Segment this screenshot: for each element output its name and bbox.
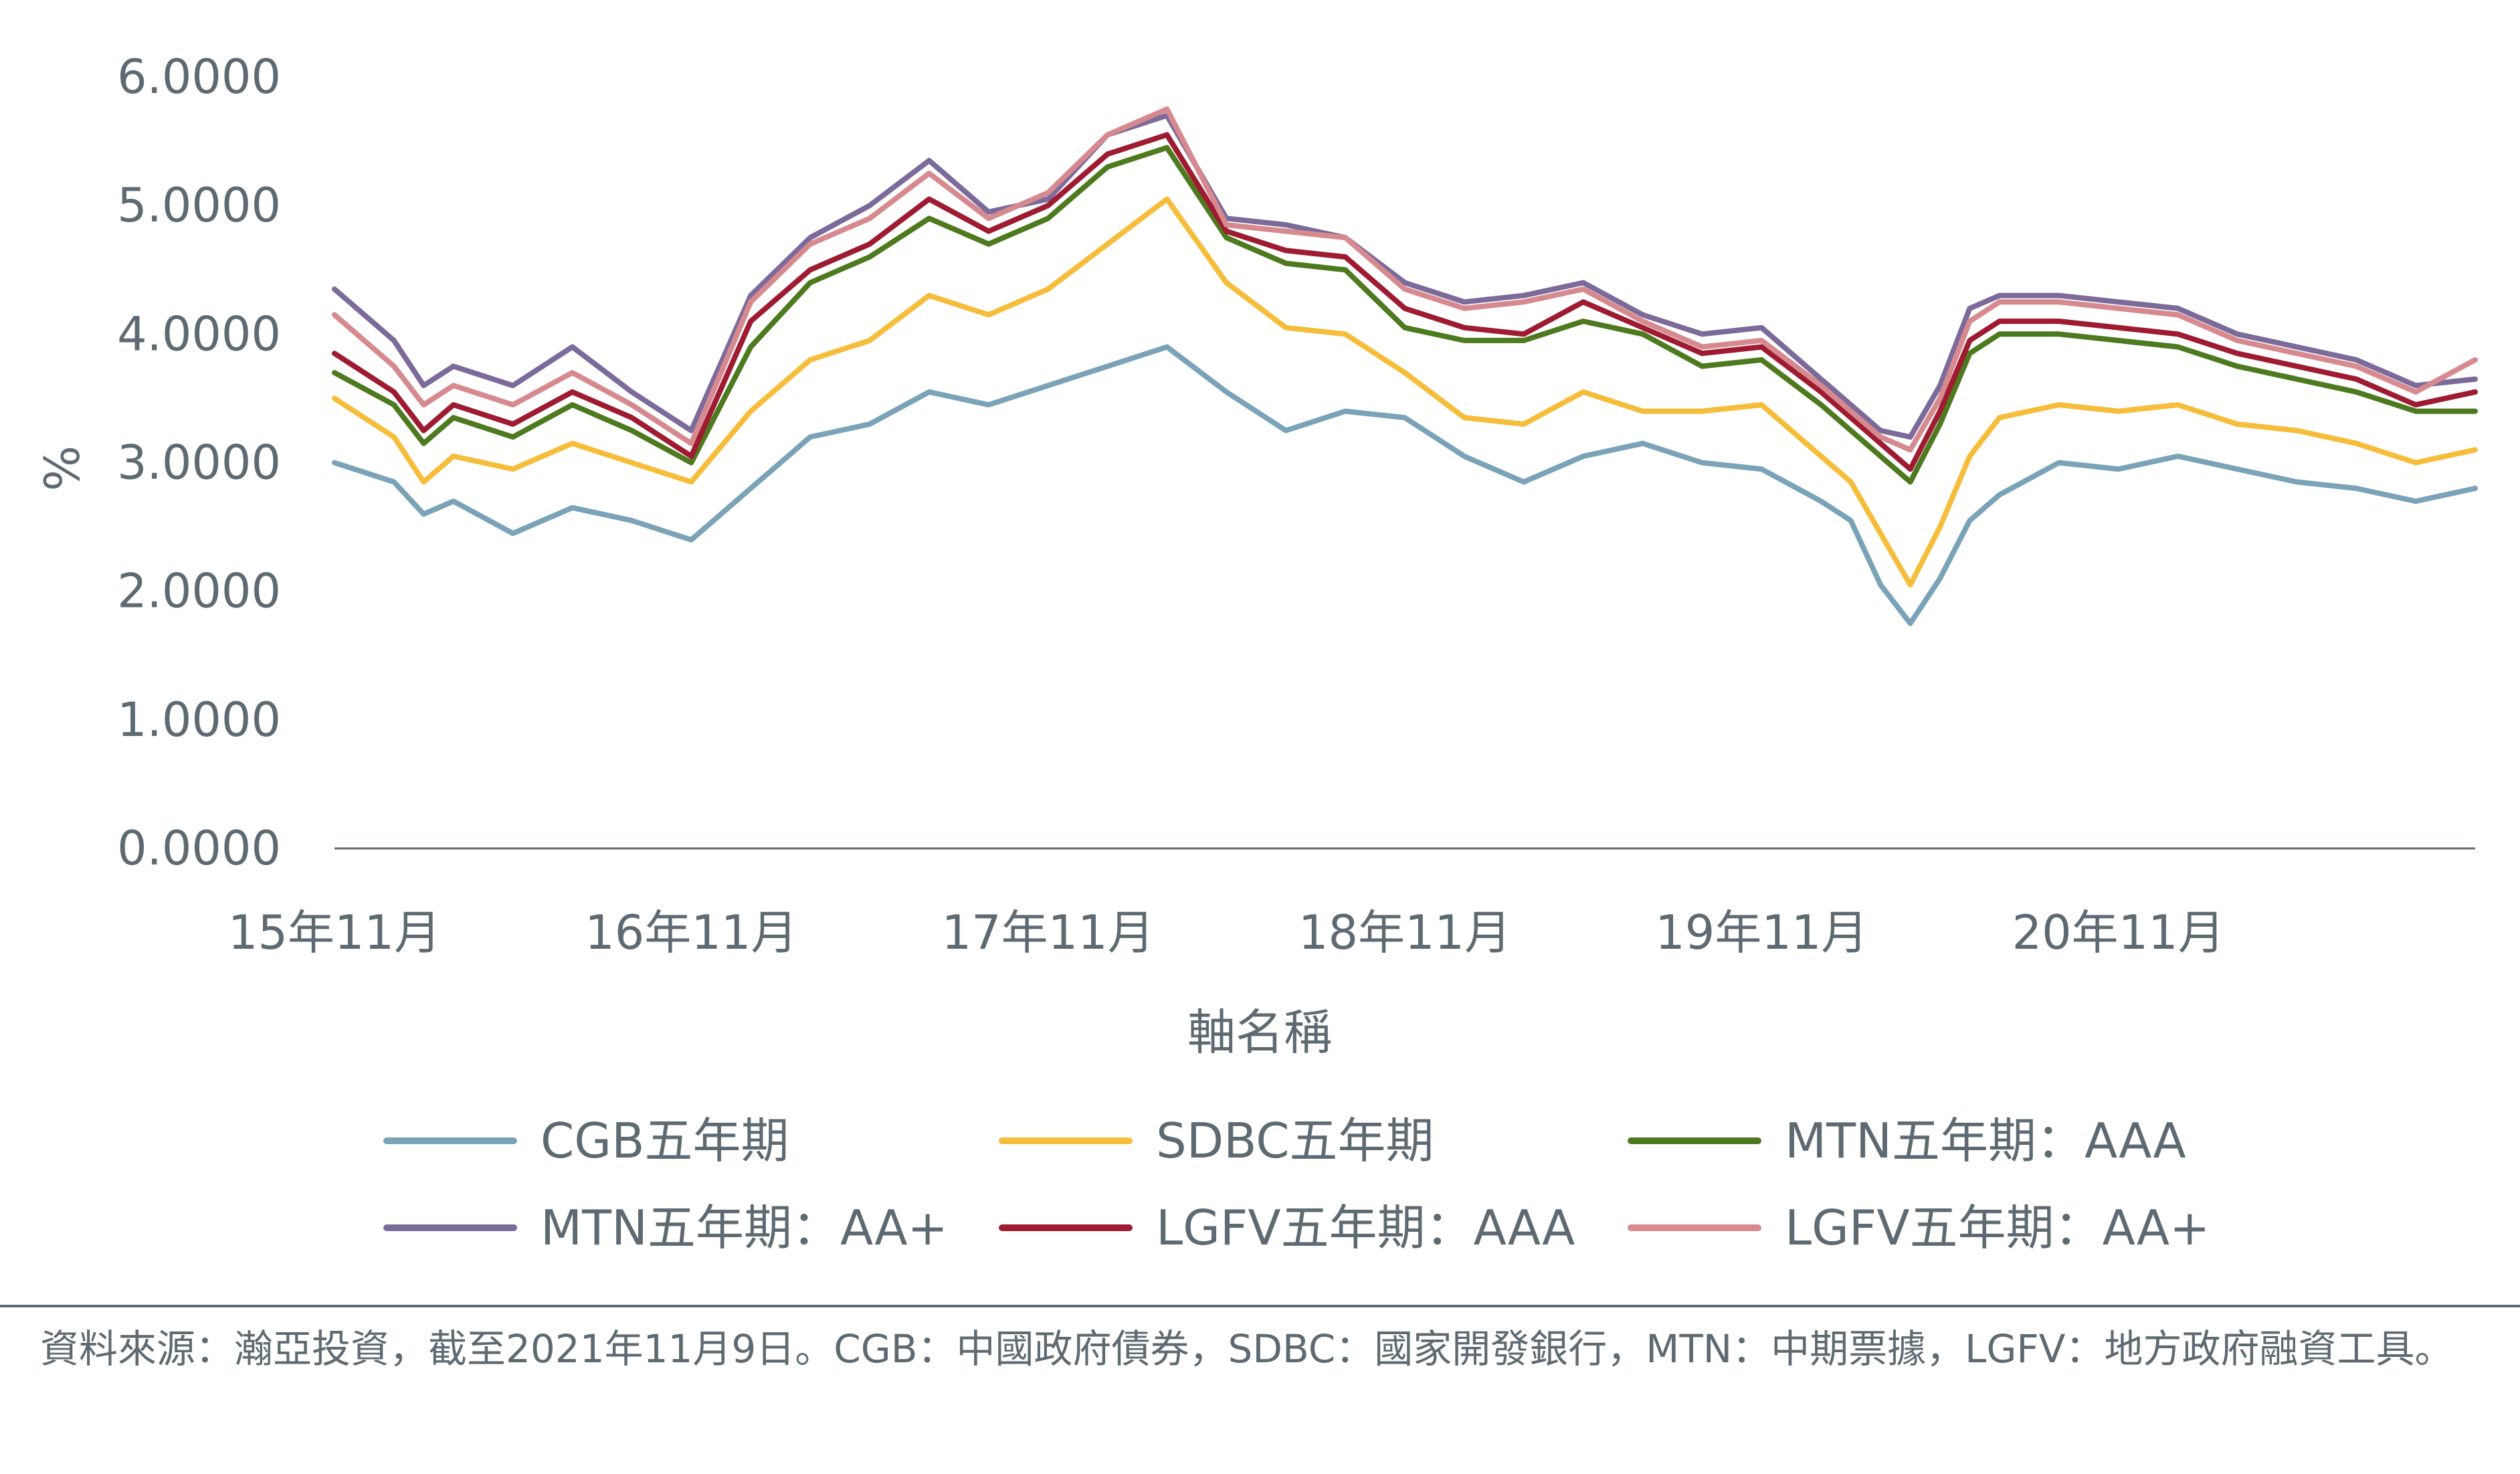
y-axis-label: % (34, 446, 90, 491)
x-tick-label: 15年11月 (228, 905, 441, 960)
x-tick-label: 18年11月 (1298, 905, 1511, 960)
series-line-2 (332, 196, 2478, 588)
series-line-6 (332, 106, 2478, 453)
legend-label: MTN五年期：AAA (1785, 1113, 2186, 1169)
y-tick-label: 4.0000 (117, 306, 281, 361)
footnote: 資料來源：瀚亞投資，截至2021年11月9日。CGB：中國政府債券，SDBC：國… (40, 1326, 2454, 1372)
x-tick-label: 20年11月 (2012, 905, 2225, 960)
x-tick-label: 17年11月 (942, 905, 1155, 960)
series-line-1 (332, 344, 2478, 626)
x-tick-label: 19年11月 (1655, 905, 1868, 960)
legend-item: CGB五年期 (383, 1113, 789, 1169)
y-tick-label: 0.0000 (117, 821, 281, 876)
y-tick-label: 2.0000 (117, 564, 281, 619)
legend-item: MTN五年期：AA+ (383, 1200, 948, 1256)
legend-label: LGFV五年期：AA+ (1785, 1200, 2210, 1256)
legend-label: CGB五年期 (541, 1113, 789, 1169)
x-axis: 15年11月 16年11月 17年11月 18年11月 19年11月 20年11月 (228, 847, 2475, 960)
series-line-5 (332, 132, 2478, 472)
legend-item: MTN五年期：AAA (1628, 1113, 2186, 1169)
y-axis: 0.0000 1.0000 2.0000 3.0000 4.0000 5.0000 6.00… (117, 50, 281, 876)
legend-item: LGFV五年期：AAA (999, 1200, 1575, 1256)
legend-label: SDBC五年期 (1156, 1113, 1434, 1169)
y-tick-label: 6.0000 (117, 50, 281, 104)
x-tick-label: 16年11月 (585, 905, 797, 960)
legend-item: LGFV五年期：AA+ (1628, 1200, 2210, 1256)
x-axis-label: 軸名稱 (1187, 1004, 1332, 1061)
legend-label: LGFV五年期：AAA (1156, 1200, 1575, 1256)
line-chart: 0.0000 1.0000 2.0000 3.0000 4.0000 5.0000 6.00… (34, 50, 2478, 1256)
divider (0, 1305, 2520, 1307)
legend: CGB五年期 SDBC五年期 MTN五年期：AAA MTN五年期：AA+ LGFV五年期… (383, 1113, 2210, 1256)
series-layer (332, 106, 2478, 626)
legend-item: SDBC五年期 (999, 1113, 1434, 1169)
y-tick-label: 5.0000 (117, 178, 281, 233)
legend-label: MTN五年期：AA+ (541, 1200, 948, 1256)
series-line-4 (332, 112, 2478, 440)
series-line-3 (332, 145, 2478, 485)
y-tick-label: 3.0000 (117, 436, 281, 490)
y-tick-label: 1.0000 (117, 693, 281, 747)
